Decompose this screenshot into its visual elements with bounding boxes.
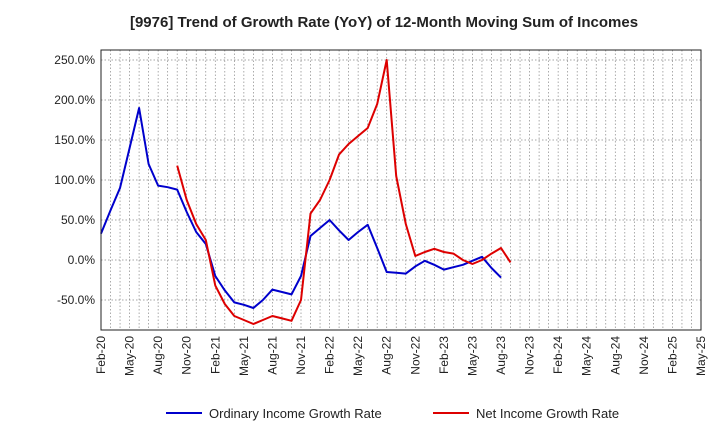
x-tick-label: Nov-21	[294, 336, 308, 375]
chart-title: [9976] Trend of Growth Rate (YoY) of 12-…	[130, 14, 638, 31]
x-tick-label: May-24	[580, 336, 594, 376]
plot-frame	[100, 49, 702, 331]
x-tick-label: Feb-23	[437, 336, 451, 374]
x-tick-label: Nov-20	[180, 336, 194, 375]
x-tick-label: Feb-20	[94, 336, 108, 374]
x-tick-label: May-23	[465, 336, 479, 376]
x-tick-label: Aug-20	[151, 336, 165, 375]
series-line-ordinary-income	[100, 107, 502, 309]
y-tick-label: 250.0%	[54, 53, 95, 67]
y-tick-label: 150.0%	[54, 133, 95, 147]
x-tick-label: Feb-24	[551, 336, 565, 374]
series-line-net-income	[176, 59, 512, 325]
y-tick-label: 50.0%	[61, 213, 95, 227]
x-tick-label: Aug-21	[265, 336, 279, 375]
x-tick-label: Feb-25	[665, 336, 679, 374]
x-tick-label: May-25	[694, 336, 708, 376]
x-tick-label: Feb-22	[323, 336, 337, 374]
legend-label: Ordinary Income Growth Rate	[209, 406, 382, 421]
legend: Ordinary Income Growth Rate Net Income Gr…	[166, 406, 619, 421]
x-tick-label: May-21	[237, 336, 251, 376]
y-tick-label: 0.0%	[68, 253, 96, 267]
series-lines	[100, 59, 512, 325]
x-tick-label: May-20	[123, 336, 137, 376]
x-tick-label: Nov-23	[523, 336, 537, 375]
x-tick-label: Aug-23	[494, 336, 508, 375]
x-tick-label: Nov-22	[408, 336, 422, 375]
y-tick-label: 100.0%	[54, 173, 95, 187]
x-axis-ticks: Feb-20 May-20 Aug-20 Nov-20 Feb-21 May-21 Aug-…	[94, 336, 708, 376]
x-tick-label: Aug-22	[380, 336, 394, 375]
legend-label: Net Income Growth Rate	[476, 406, 619, 421]
gridlines	[100, 50, 702, 330]
x-tick-label: Aug-24	[608, 336, 622, 375]
x-tick-label: Feb-21	[208, 336, 222, 374]
x-tick-label: May-22	[351, 336, 365, 376]
y-tick-label: -50.0%	[57, 293, 95, 307]
y-axis-ticks: 250.0% 200.0% 150.0% 100.0% 50.0% 0.0% -50.0%	[54, 53, 95, 307]
y-tick-label: 200.0%	[54, 93, 95, 107]
x-tick-label: Nov-24	[637, 336, 651, 375]
